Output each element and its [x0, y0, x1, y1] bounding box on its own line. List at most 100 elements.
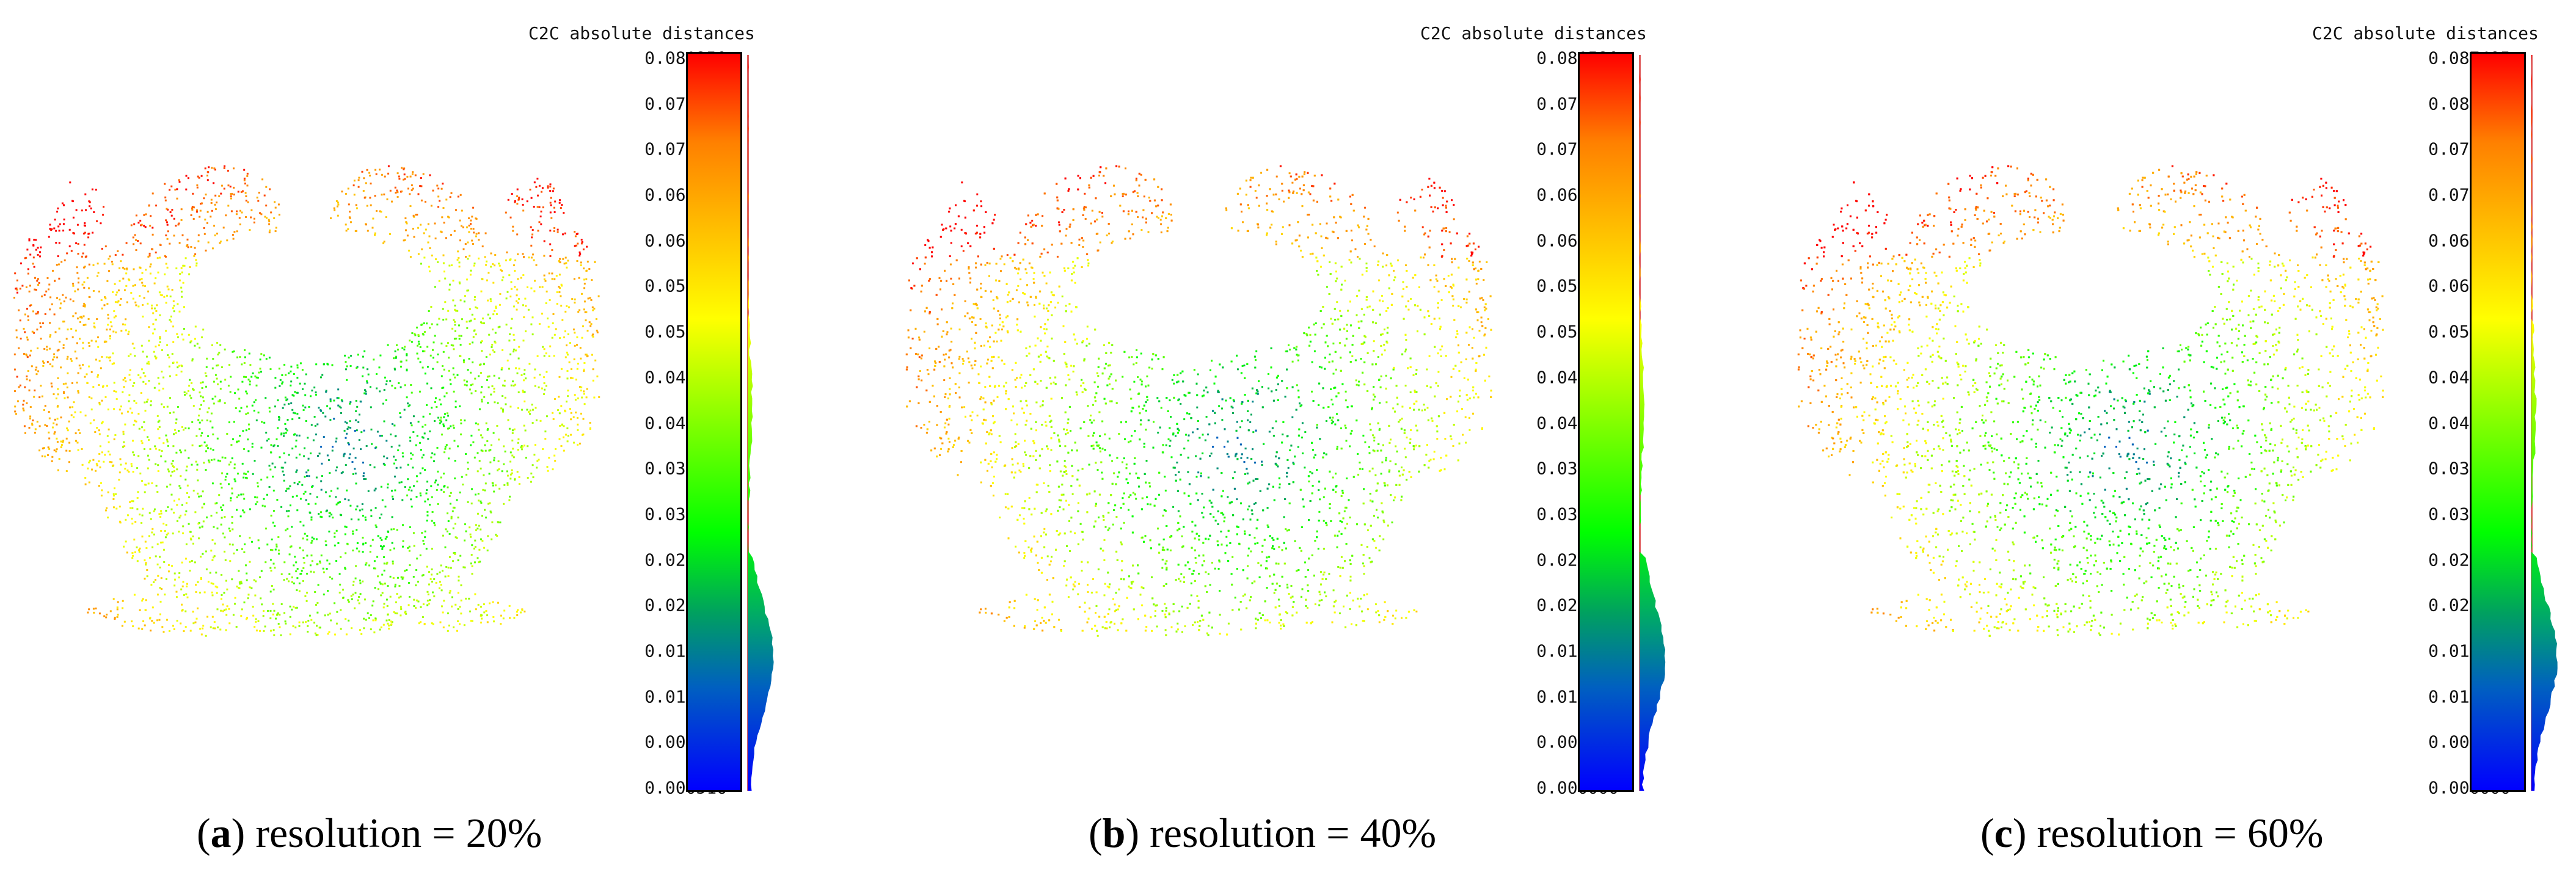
cloud-point [564, 410, 567, 413]
cloud-point [543, 376, 545, 379]
cloud-point [135, 304, 137, 307]
cloud-point [140, 521, 143, 524]
cloud-point [465, 256, 467, 258]
cloud-point [49, 223, 51, 226]
cloud-point [514, 383, 517, 386]
cloud-point [503, 484, 506, 486]
cloud-point [167, 532, 170, 535]
cloud-point [170, 462, 173, 465]
cloud-point [136, 560, 139, 562]
cloud-point [147, 398, 149, 401]
cloud-point [463, 624, 465, 626]
cloud-point [225, 629, 227, 631]
cloud-point [166, 405, 169, 408]
cloud-point [31, 365, 33, 368]
cloud-point [185, 510, 188, 512]
cloud-point [544, 280, 547, 282]
cloud-point [559, 337, 561, 340]
cloud-point [213, 402, 215, 405]
cloud-point [207, 581, 210, 583]
cloud-point [173, 466, 175, 468]
cloud-point [362, 580, 364, 583]
cloud-point [315, 434, 317, 435]
cloud-point [335, 437, 338, 440]
cloud-point [156, 563, 159, 565]
cloud-point [506, 359, 509, 361]
cloud-point [140, 223, 143, 226]
cloud-point [373, 631, 376, 634]
cloud-point [133, 382, 136, 384]
cloud-point [220, 506, 222, 509]
cloud-point [90, 371, 93, 373]
cloud-point [188, 177, 189, 180]
cloud-point [356, 542, 359, 544]
cloud-point [354, 472, 357, 474]
cloud-point [302, 557, 305, 559]
cloud-point [216, 502, 218, 504]
cloud-point [120, 463, 122, 466]
cloud-point [45, 290, 48, 292]
cloud-point [533, 454, 536, 456]
cloud-point [119, 409, 121, 411]
cloud-point [75, 440, 77, 442]
cloud-point [566, 427, 569, 429]
cloud-point [172, 300, 175, 302]
cloud-point [426, 604, 429, 606]
cloud-point [56, 349, 59, 352]
cloud-point [387, 483, 389, 485]
cloud-point [484, 449, 487, 452]
cloud-point [70, 328, 73, 330]
cloud-point [115, 507, 118, 510]
cloud-point [159, 294, 162, 296]
cloud-point [484, 444, 486, 446]
cloud-point [517, 253, 519, 255]
cloud-point [322, 412, 324, 414]
cloud-point [273, 444, 275, 446]
cloud-point [205, 469, 207, 471]
cloud-point [522, 274, 525, 277]
cloud-point [233, 552, 235, 554]
cloud-point [175, 374, 178, 376]
cloud-point [240, 581, 243, 583]
cloud-point [15, 336, 18, 339]
cloud-point [462, 226, 464, 228]
cloud-point [573, 358, 575, 360]
cloud-point [37, 347, 39, 349]
cloud-point [184, 394, 186, 396]
cloud-point [480, 622, 483, 624]
cloud-point [275, 227, 277, 229]
cloud-point [553, 278, 556, 280]
cloud-point [352, 550, 354, 551]
cloud-point [337, 214, 339, 217]
cloud-point [183, 306, 185, 308]
cloud-point [491, 385, 494, 388]
cloud-point [400, 360, 402, 363]
cloud-point [578, 386, 581, 388]
cloud-point [35, 239, 37, 241]
cloud-point [192, 218, 195, 220]
cloud-point [104, 340, 106, 343]
cloud-point [529, 409, 531, 412]
cloud-point [67, 372, 69, 374]
cloud-point [451, 605, 453, 608]
cloud-point [474, 593, 476, 595]
cloud-point [159, 341, 161, 343]
cloud-point [237, 473, 239, 475]
cloud-point [435, 397, 437, 399]
cloud-point [407, 604, 410, 606]
cloud-point [14, 410, 16, 413]
cloud-point [175, 225, 177, 227]
cloud-point [123, 289, 126, 291]
cloud-point [183, 630, 185, 633]
cloud-point [62, 344, 65, 346]
cloud-point [126, 514, 129, 517]
cloud-point [220, 192, 222, 195]
cloud-point [200, 495, 202, 498]
cloud-point [358, 596, 360, 598]
cloud-point [444, 546, 447, 548]
cloud-point [498, 303, 501, 306]
cloud-point [184, 257, 187, 260]
cloud-point [447, 630, 449, 632]
cloud-point [417, 335, 420, 337]
cloud-point [402, 524, 404, 526]
